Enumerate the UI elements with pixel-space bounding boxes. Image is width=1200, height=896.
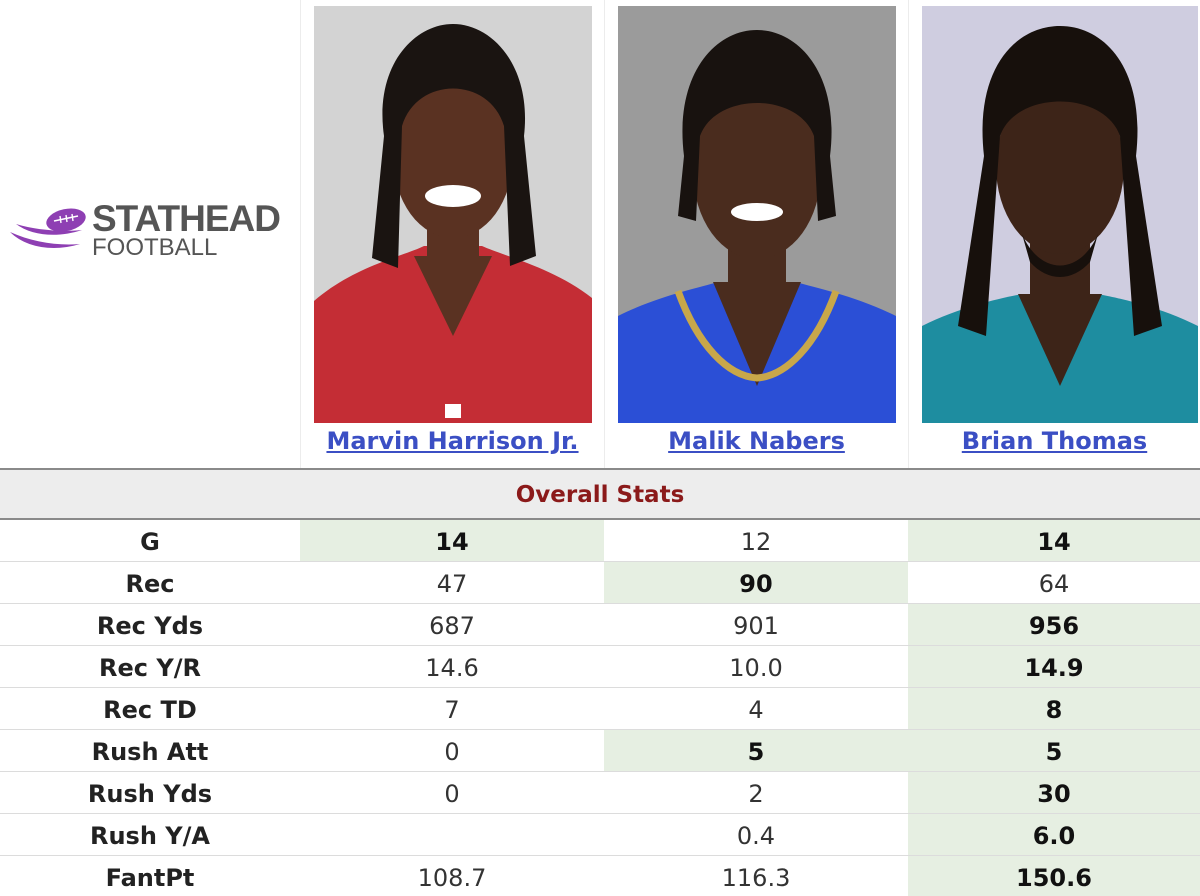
- stat-value: [300, 814, 604, 855]
- football-swoosh-icon: [10, 208, 86, 248]
- stat-value: 5: [604, 730, 908, 771]
- stat-value: 12: [740, 528, 772, 556]
- player-column-2: Malik Nabers: [604, 0, 908, 468]
- stat-value: 14.9: [908, 646, 1200, 687]
- stats-table: G 14 12 14 Rec 47 90 64 Rec Yds 687 901 …: [0, 520, 1200, 896]
- logo-text-stathead: STATHEAD: [92, 198, 281, 239]
- stat-value: 10.0: [729, 654, 783, 682]
- stat-value: 0.4: [736, 822, 776, 850]
- player-name-link[interactable]: Marvin Harrison Jr.: [326, 427, 579, 455]
- stat-value: 90: [604, 562, 908, 603]
- stat-label: Rush Yds: [87, 780, 213, 808]
- stat-value: 150.6: [908, 856, 1200, 896]
- comparison-header: STATHEAD FOOTBALL Marvin Harrison Jr.: [0, 0, 1200, 468]
- table-row: Rec Y/R 14.6 10.0 14.9: [0, 646, 1200, 688]
- stat-label: Rec TD: [103, 696, 197, 724]
- stat-value: 14: [300, 520, 604, 561]
- stat-label: Rec Y/R: [99, 654, 201, 682]
- stat-value: 956: [908, 604, 1200, 645]
- table-row: Rush Y/A 0.4 6.0: [0, 814, 1200, 856]
- section-title: Overall Stats: [515, 482, 685, 508]
- table-row: FantPt 108.7 116.3 150.6: [0, 856, 1200, 896]
- stat-label: Rush Y/A: [89, 822, 210, 850]
- stat-label: Rec Yds: [96, 612, 204, 640]
- stat-value: 14.6: [425, 654, 479, 682]
- stat-value: 901: [733, 612, 779, 640]
- table-row: Rec Yds 687 901 956: [0, 604, 1200, 646]
- logo-text-football: FOOTBALL: [92, 234, 218, 261]
- player-headshot[interactable]: [314, 6, 592, 423]
- table-row: Rush Att 0 5 5: [0, 730, 1200, 772]
- stat-value: 6.0: [908, 814, 1200, 855]
- stat-value: 2: [748, 780, 764, 808]
- stat-value: 8: [908, 688, 1200, 729]
- stat-label: FantPt: [105, 864, 195, 892]
- stat-value: 116.3: [721, 864, 791, 892]
- stat-value: 30: [908, 772, 1200, 813]
- stat-label: G: [140, 528, 160, 556]
- table-row: Rec TD 7 4 8: [0, 688, 1200, 730]
- player-name-link[interactable]: Malik Nabers: [668, 427, 845, 455]
- table-row: Rec 47 90 64: [0, 562, 1200, 604]
- player-headshot[interactable]: [922, 6, 1198, 423]
- stathead-football-logo[interactable]: STATHEAD FOOTBALL: [8, 196, 298, 266]
- stat-value: 5: [908, 730, 1200, 771]
- player-column-3: Brian Thomas: [908, 0, 1200, 468]
- stat-value: 4: [748, 696, 764, 724]
- stat-value: 7: [444, 696, 460, 724]
- player-headshot[interactable]: [618, 6, 896, 423]
- stat-label: Rec: [125, 570, 175, 598]
- stat-value: 64: [1038, 570, 1070, 598]
- player-name-link[interactable]: Brian Thomas: [961, 427, 1148, 455]
- stat-value: 687: [429, 612, 475, 640]
- player-column-1: Marvin Harrison Jr.: [300, 0, 604, 468]
- stat-value: 0: [444, 780, 460, 808]
- stat-value: 0: [444, 738, 460, 766]
- stat-label: Rush Att: [91, 738, 209, 766]
- table-row: G 14 12 14: [0, 520, 1200, 562]
- logo-cell: STATHEAD FOOTBALL: [0, 0, 300, 468]
- stat-value: 14: [908, 520, 1200, 561]
- stat-value: 108.7: [417, 864, 487, 892]
- stat-value: 47: [436, 570, 468, 598]
- table-row: Rush Yds 0 2 30: [0, 772, 1200, 814]
- section-header: Overall Stats: [0, 468, 1200, 520]
